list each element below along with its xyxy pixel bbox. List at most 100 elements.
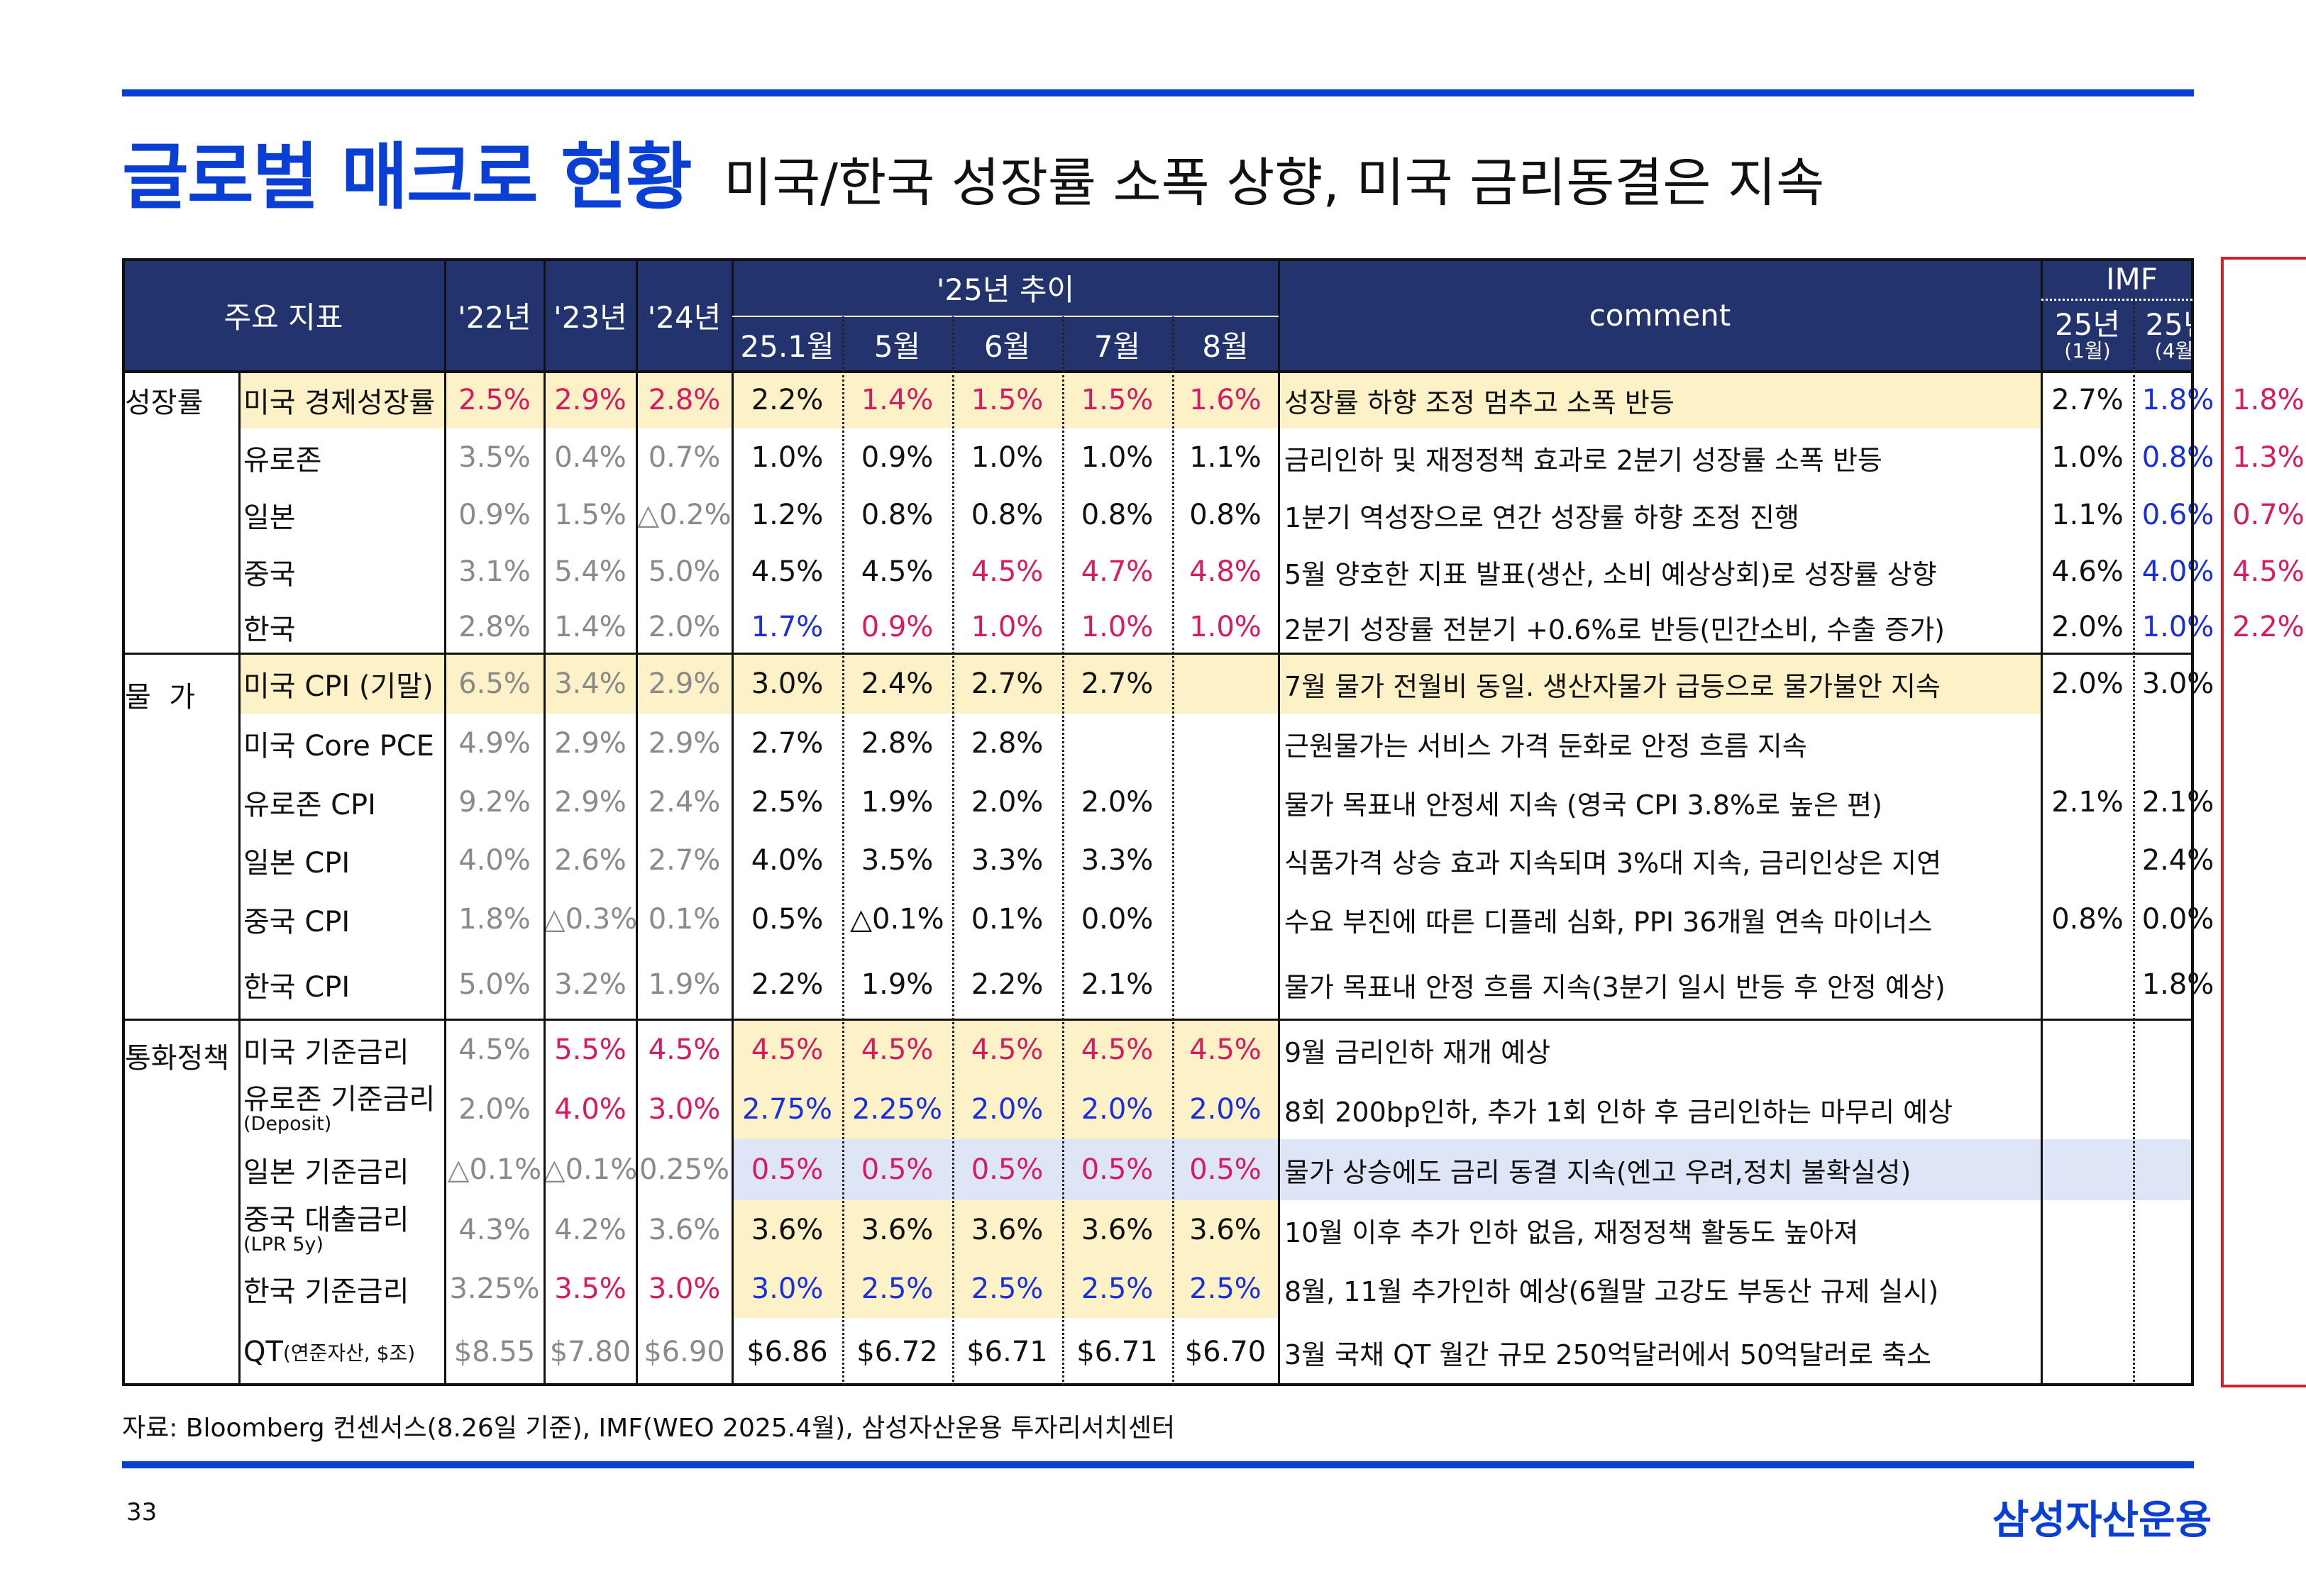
cell-jun: 2.7% [971,667,1044,700]
column-divider [636,258,638,1386]
cell-jan: 4.5% [751,1033,824,1066]
cell-2022: 4.5% [458,1033,531,1066]
column-divider [544,258,546,1386]
header-2024: '24년 [647,299,722,335]
cell-2023: 4.2% [554,1214,627,1246]
cell-jun: 1.0% [971,441,1044,474]
month-dotted-divider [1172,316,1174,1386]
cell-imf-jan: 2.1% [2051,786,2124,819]
cell-2024: 2.7% [648,844,721,877]
cell-jun: 1.5% [971,384,1044,416]
cell-jan: 0.5% [751,903,824,936]
cell-jan: 2.2% [751,384,824,416]
cell-imf-jan: 0.8% [2051,903,2124,936]
cell-aug: 2.0% [1189,1093,1262,1126]
cell-2024: 1.9% [648,968,721,1001]
cell-may: 4.5% [861,1033,934,1066]
cell-aug: $6.70 [1184,1336,1267,1368]
cell-comment: 물가 목표내 안정세 지속 (영국 CPI 3.8%로 높은 편) [1284,789,1882,821]
cell-comment: 3월 국채 QT 월간 규모 250억달러에서 50억달러로 축소 [1284,1339,1932,1370]
cell-2023: 1.4% [554,611,627,643]
cell-2024: 5.0% [648,555,721,588]
row-label: 중국 대출금리 (LPR 5y) [239,1200,445,1260]
cell-jun: 1.0% [971,611,1044,643]
cell-2024: 3.0% [648,1093,721,1126]
header-imf-jan: 25년 (1월) [2041,299,2134,372]
cell-2022: 2.5% [458,384,531,416]
cell-imf-apr: 1.8% [2141,968,2214,1001]
cell-may: 2.8% [861,727,934,760]
page-title: 글로벌 매크로 현황 [122,135,693,220]
cell-jun: $6.71 [966,1336,1048,1368]
cell-2024: 3.6% [648,1214,721,1246]
cell-jun: 0.8% [971,499,1044,531]
cell-jul: 3.3% [1081,844,1154,877]
header-month-jan: 25.1월 [740,328,834,364]
cell-jan: 1.7% [751,611,824,643]
cell-2024: 2.0% [648,611,721,643]
cell-comment: 성장률 하향 조정 멈추고 소폭 반등 [1284,387,1675,419]
cell-imf-apr: 1.8% [2141,384,2214,416]
header-subdivider [732,316,1279,317]
cell-jan: 1.0% [751,441,824,474]
cell-jun: 0.1% [971,903,1044,936]
cell-jan: 4.0% [751,844,824,877]
cell-jul: $6.71 [1076,1336,1158,1368]
cell-2023: 5.4% [554,555,627,588]
cell-potential: 4.5% [2232,555,2305,588]
cell-may: 1.4% [861,384,934,416]
potential-growth-highlight-box [2221,257,2306,1387]
cell-2022: 4.9% [458,727,531,760]
cell-2024: 0.1% [648,903,721,936]
cell-comment: 근원물가는 서비스 가격 둔화로 안정 흐름 지속 [1284,730,1807,762]
cell-imf-jan: 2.0% [2051,611,2124,643]
cell-2023: $7.80 [549,1336,631,1368]
highlight-us-growth [239,372,2041,428]
header-potential-line2: 성장률 [2227,314,2306,348]
cell-comment: 2분기 성장률 전분기 +0.6%로 반등(민간소비, 수출 증가) [1284,614,1946,645]
header-imf-jan-year: 25년 [2054,307,2121,343]
header-indicator: 주요 지표 [224,299,343,335]
cell-2024: 2.9% [648,667,721,700]
cell-jul: 0.5% [1081,1153,1154,1186]
cell-jul: 4.5% [1081,1033,1154,1066]
header-potential-growth: 잠재 성장률 [2222,258,2306,372]
cell-2023: 3.4% [554,667,627,700]
cell-potential: 2.2% [2232,611,2305,643]
cell-2024: △0.2% [637,499,732,531]
row-label-main: 유로존 기준금리 [243,1082,436,1116]
row-label: 일본 기준금리 [243,1156,409,1189]
cell-imf-apr: 2.1% [2141,786,2214,819]
cell-may: △0.1% [850,903,944,936]
cell-2022: 2.0% [458,1093,531,1126]
cell-may: 1.9% [861,786,934,819]
cell-comment: 5월 양호한 지표 발표(생산, 소비 예상상회)로 성장률 상향 [1284,558,1937,590]
group-divider [122,653,2194,655]
bottom-rule [122,1461,2194,1468]
cell-comment: 8월, 11월 추가인하 예상(6월말 고강도 부동산 규제 실시) [1284,1275,1939,1307]
cell-2023: 2.6% [554,844,627,877]
header-imf-jan-month: (1월) [2064,339,2111,363]
row-label: 한국 CPI [243,971,351,1004]
row-label: 한국 [243,614,296,646]
highlight-japan-rate [732,1139,2194,1200]
cell-jul: 2.1% [1081,968,1154,1001]
cell-jan: 4.5% [751,555,824,588]
cell-2023: 4.0% [554,1093,627,1126]
row-label-main: 중국 대출금리 [243,1203,409,1236]
cell-jan: 2.7% [751,727,824,760]
cell-potential: 1.3% [2232,441,2305,474]
row-label: 일본 [243,501,296,534]
row-label: QT (연준자산, $조) [239,1318,445,1386]
column-divider [2041,258,2043,1386]
header-month-may: 5월 [873,328,921,364]
cell-comment: 물가 목표내 안정 흐름 지속(3분기 일시 반등 후 안정 예상) [1284,971,1946,1003]
category-monetary-policy: 통화정책 [125,1042,230,1075]
cell-imf-apr: 0.6% [2141,499,2214,531]
column-divider [238,372,241,1386]
header-divider [122,370,2194,373]
header-month-jul: 7월 [1093,328,1141,364]
header-2022: '22년 [458,299,531,335]
row-label: 미국 기준금리 [243,1036,409,1069]
row-label: 유로존 [243,444,322,477]
